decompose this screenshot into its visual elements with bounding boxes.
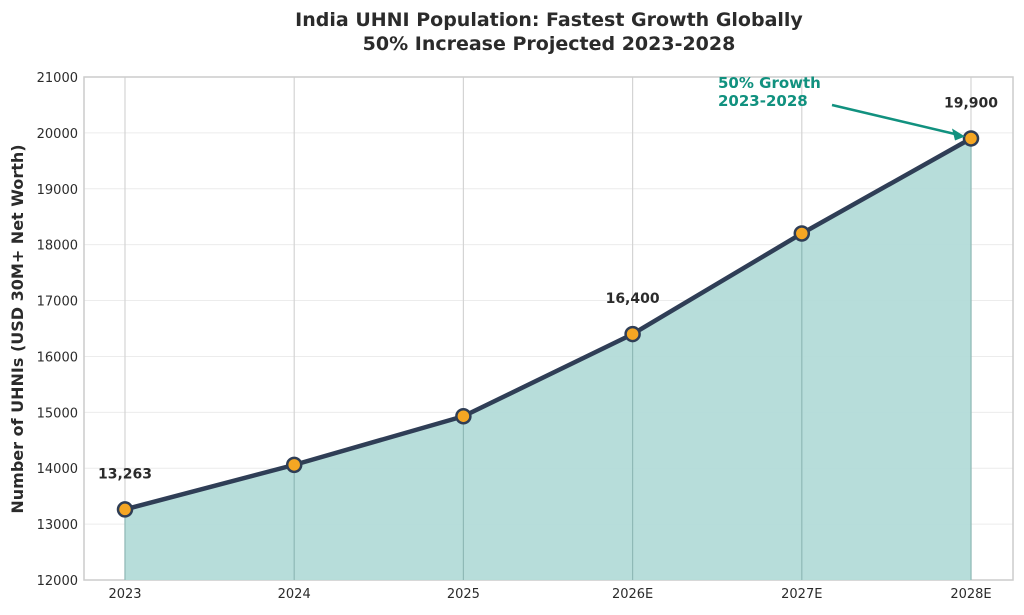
y-tick-label: 17000 <box>37 295 78 310</box>
chart-subtitle: 50% Increase Projected 2023-2028 <box>363 33 736 55</box>
data-point <box>455 407 472 425</box>
annotation-line1: 50% Growth <box>718 74 821 92</box>
annotation-line2: 2023-2028 <box>718 92 808 110</box>
y-tick-label: 18000 <box>37 239 78 254</box>
y-tick-label: 12000 <box>37 574 78 589</box>
data-label: 16,400 <box>606 291 660 307</box>
y-tick-label: 21000 <box>37 71 78 86</box>
y-tick-label: 14000 <box>37 462 78 477</box>
data-label: 19,900 <box>944 95 998 111</box>
data-point <box>285 456 303 474</box>
x-tick-label: 2025 <box>447 587 480 602</box>
chart-title: India UHNI Population: Fastest Growth Gl… <box>295 9 803 31</box>
data-point <box>962 130 980 147</box>
annotation-arrowhead <box>952 128 965 141</box>
x-tick-label: 2024 <box>278 587 311 602</box>
x-tick-label: 2023 <box>108 587 141 602</box>
data-label: 13,263 <box>98 466 152 482</box>
data-point <box>793 225 811 242</box>
data-point <box>116 501 134 518</box>
y-tick-label: 15000 <box>37 406 78 421</box>
area-fill <box>125 138 971 580</box>
x-tick-label: 2027E <box>781 587 822 602</box>
y-tick-label: 16000 <box>37 350 78 365</box>
x-tick-label: 2028E <box>950 587 991 602</box>
y-tick-label: 19000 <box>37 183 78 198</box>
growth-annotation: 50% Growth 2023-2028 <box>718 74 965 141</box>
data-point <box>624 325 641 343</box>
series-line <box>124 136 973 512</box>
annotation-arrow-line <box>831 103 958 136</box>
y-axis-label: Number of UHNIs (USD 30M+ Net Worth) <box>8 144 27 513</box>
y-tick-label: 13000 <box>37 518 78 533</box>
y-tick-label: 20000 <box>37 127 78 142</box>
x-tick-label: 2026E <box>612 587 653 602</box>
